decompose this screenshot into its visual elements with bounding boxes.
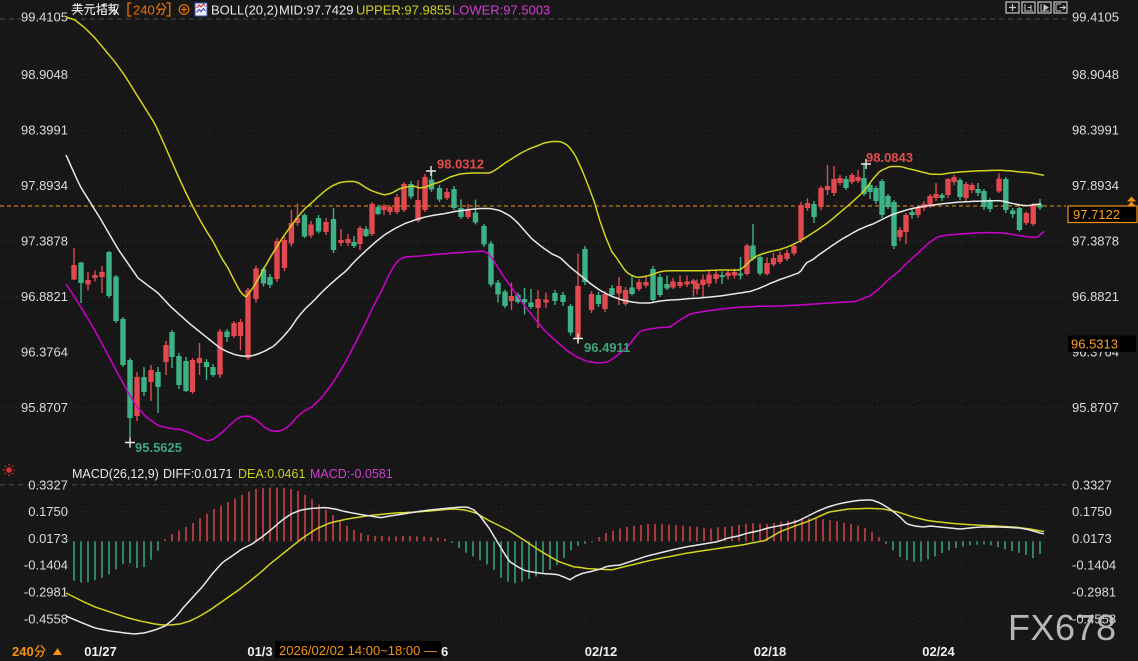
svg-text:02/12: 02/12 xyxy=(585,644,618,659)
svg-text:240: 240 xyxy=(12,644,34,659)
svg-text:97.8934: 97.8934 xyxy=(21,178,68,193)
svg-text:96.3764: 96.3764 xyxy=(21,345,68,360)
svg-text:-0.2981: -0.2981 xyxy=(24,585,68,600)
svg-text:96.8821: 96.8821 xyxy=(21,289,68,304)
svg-text:02/18: 02/18 xyxy=(754,644,787,659)
svg-text:97.3878: 97.3878 xyxy=(21,234,68,249)
svg-text:-0.4558: -0.4558 xyxy=(1072,611,1116,626)
svg-text:01/27: 01/27 xyxy=(84,644,117,659)
svg-text:99.4105: 99.4105 xyxy=(1072,10,1119,25)
svg-text:-0.1404: -0.1404 xyxy=(24,558,68,573)
svg-text:02/24: 02/24 xyxy=(922,644,955,659)
svg-text:BOLL(20,2): BOLL(20,2) xyxy=(211,3,278,18)
svg-text:98.3991: 98.3991 xyxy=(1072,123,1119,138)
svg-text:97.8934: 97.8934 xyxy=(1072,178,1119,193)
svg-text:DIFF:0.0171: DIFF:0.0171 xyxy=(163,467,233,481)
svg-text:2026/02/02 14:00~18:00 —: 2026/02/02 14:00~18:00 — xyxy=(279,643,437,658)
svg-text:MACD:-0.0581: MACD:-0.0581 xyxy=(310,467,393,481)
svg-text:0.3327: 0.3327 xyxy=(1072,477,1112,492)
svg-text:UPPER:97.9855: UPPER:97.9855 xyxy=(356,3,451,18)
svg-text:-0.2981: -0.2981 xyxy=(1072,585,1116,600)
svg-text:95.8707: 95.8707 xyxy=(21,400,68,415)
svg-text:96.4911: 96.4911 xyxy=(584,340,630,355)
svg-text:-0.1404: -0.1404 xyxy=(1072,558,1116,573)
svg-text:LOWER:97.5003: LOWER:97.5003 xyxy=(452,3,550,18)
svg-text:FX678: FX678 xyxy=(1008,607,1117,648)
svg-text:MACD(26,12,9): MACD(26,12,9) xyxy=(72,467,159,481)
svg-text:0.1750: 0.1750 xyxy=(28,504,68,519)
svg-text:97.7122: 97.7122 xyxy=(1073,207,1120,222)
svg-text:6: 6 xyxy=(441,644,448,659)
svg-text:240: 240 xyxy=(133,3,155,18)
svg-text:MID:97.7429: MID:97.7429 xyxy=(279,3,353,18)
svg-text:95.5625: 95.5625 xyxy=(135,440,182,455)
svg-text:98.9048: 98.9048 xyxy=(1072,67,1119,82)
svg-text:99.4105: 99.4105 xyxy=(21,10,68,25)
svg-text:DEA:0.0461: DEA:0.0461 xyxy=(238,467,305,481)
svg-text:-0.4558: -0.4558 xyxy=(24,611,68,626)
svg-text:0.0173: 0.0173 xyxy=(1072,531,1112,546)
svg-text:98.0312: 98.0312 xyxy=(437,157,484,172)
svg-text:98.9048: 98.9048 xyxy=(21,67,68,82)
svg-text:98.3991: 98.3991 xyxy=(21,123,68,138)
svg-text:95.8707: 95.8707 xyxy=(1072,400,1119,415)
svg-text:01/3: 01/3 xyxy=(247,644,272,659)
svg-text:97.3878: 97.3878 xyxy=(1072,234,1119,249)
svg-text:0.1750: 0.1750 xyxy=(1072,504,1112,519)
svg-text:0.0173: 0.0173 xyxy=(28,531,68,546)
svg-text:98.0843: 98.0843 xyxy=(866,150,913,165)
svg-text:96.8821: 96.8821 xyxy=(1072,289,1119,304)
svg-text:96.5313: 96.5313 xyxy=(1071,337,1118,352)
svg-text:0.3327: 0.3327 xyxy=(28,477,68,492)
